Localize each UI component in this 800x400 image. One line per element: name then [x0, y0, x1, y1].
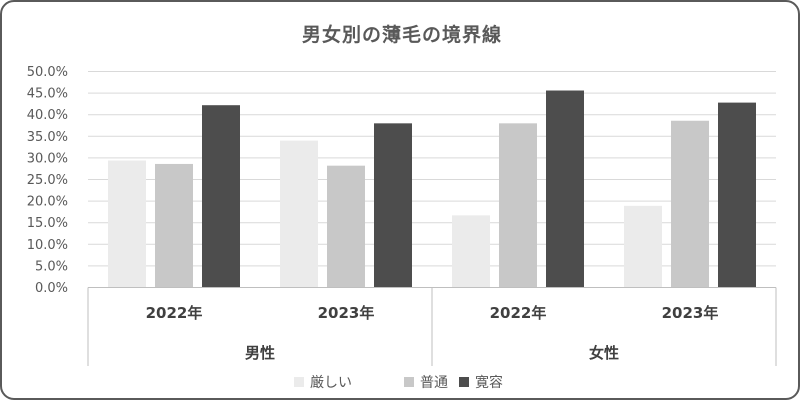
- legend-label: 寛容: [475, 374, 503, 391]
- y-tick-label: 30.0%: [27, 151, 68, 166]
- y-tick-label: 10.0%: [27, 238, 68, 253]
- y-tick-label: 25.0%: [27, 173, 68, 188]
- x-group-label: 女性: [589, 344, 619, 362]
- x-tick-label: 2023年: [318, 304, 375, 322]
- bar-普通-3: [671, 120, 709, 288]
- y-tick-label: 45.0%: [27, 87, 68, 102]
- bar-厳しい-1: [280, 140, 318, 288]
- y-tick-label: 50.0%: [27, 65, 68, 80]
- x-tick-label: 2022年: [146, 304, 203, 322]
- bars: [108, 90, 756, 288]
- bar-普通-2: [499, 123, 537, 288]
- legend-swatch: [294, 377, 304, 387]
- y-tick-label: 35.0%: [27, 130, 68, 145]
- bar-寛容-0: [202, 105, 240, 288]
- y-tick-label: 40.0%: [27, 108, 68, 123]
- x-group-label: 男性: [245, 344, 275, 362]
- bar-厳しい-3: [624, 205, 662, 288]
- bar-寛容-3: [718, 102, 756, 288]
- y-axis-ticks: 0.0% 5.0% 10.0% 15.0% 20.0% 25.0% 30.0% 35.0% 40…: [27, 65, 68, 296]
- bar-厳しい-2: [452, 215, 490, 288]
- x-tick-label: 2023年: [662, 304, 719, 322]
- legend-label: 普通: [420, 375, 448, 391]
- y-tick-label: 0.0%: [35, 281, 68, 296]
- legend: 厳しい 普通 寛容: [294, 374, 503, 391]
- bar-寛容-1: [374, 123, 412, 288]
- bar-普通-1: [327, 165, 365, 288]
- bar-寛容-2: [546, 90, 584, 288]
- legend-swatch: [459, 377, 469, 387]
- legend-label: 厳しい: [310, 375, 352, 391]
- y-tick-label: 5.0%: [35, 259, 68, 274]
- bar-厳しい-0: [108, 160, 146, 288]
- y-tick-label: 20.0%: [27, 195, 68, 210]
- y-tick-label: 15.0%: [27, 216, 68, 231]
- bar-普通-0: [155, 163, 193, 288]
- chart-title: 男女別の薄毛の境界線: [302, 23, 502, 46]
- x-tick-label: 2022年: [490, 304, 547, 322]
- legend-swatch: [404, 377, 414, 387]
